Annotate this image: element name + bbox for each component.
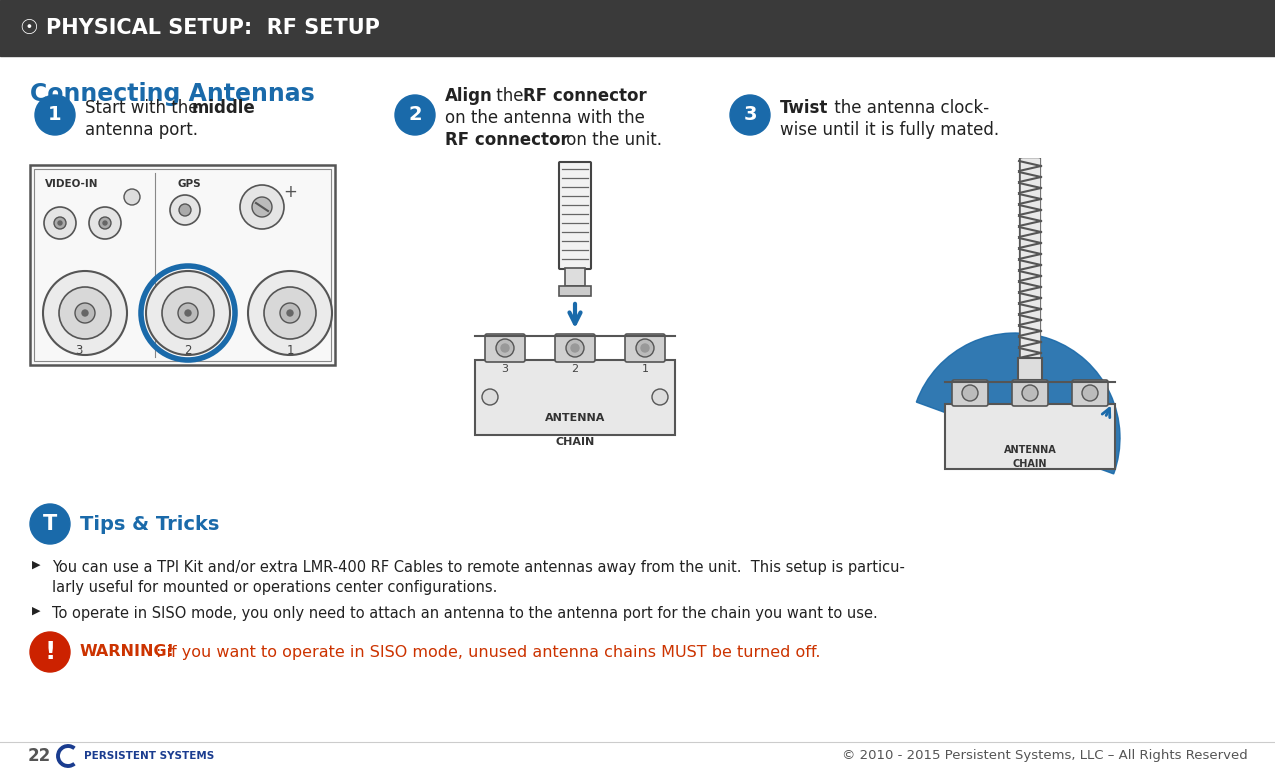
Circle shape <box>147 271 230 355</box>
Circle shape <box>185 310 191 316</box>
Text: : if you want to operate in SISO mode, unused antenna chains MUST be turned off.: : if you want to operate in SISO mode, u… <box>156 644 821 660</box>
Text: RF connector: RF connector <box>523 87 646 105</box>
Text: 22: 22 <box>28 747 51 765</box>
Bar <box>31 165 335 365</box>
Text: 3: 3 <box>743 105 757 125</box>
Circle shape <box>45 207 76 239</box>
Text: ANTENNA: ANTENNA <box>1003 445 1057 455</box>
Circle shape <box>59 287 111 339</box>
Text: Start with the: Start with the <box>85 99 204 117</box>
Circle shape <box>75 303 96 323</box>
Text: antenna port.: antenna port. <box>85 121 198 139</box>
Text: +: + <box>283 183 297 201</box>
Text: middle: middle <box>193 99 256 117</box>
FancyBboxPatch shape <box>484 334 525 362</box>
Text: To operate in SISO mode, you only need to attach an antenna to the antenna port : To operate in SISO mode, you only need t… <box>52 606 877 621</box>
Bar <box>34 169 332 361</box>
Circle shape <box>82 310 88 316</box>
Text: the antenna clock-: the antenna clock- <box>829 99 989 117</box>
Text: GPS: GPS <box>179 179 201 189</box>
Circle shape <box>43 271 128 355</box>
Circle shape <box>31 504 70 544</box>
Text: 3: 3 <box>75 344 83 357</box>
Text: ANTENNA: ANTENNA <box>544 413 606 423</box>
Text: CHAIN: CHAIN <box>556 437 594 447</box>
Bar <box>565 268 585 286</box>
Text: You can use a TPI Kit and/or extra LMR-400 RF Cables to remote antennas away fro: You can use a TPI Kit and/or extra LMR-4… <box>52 560 905 575</box>
Text: ▶: ▶ <box>32 560 41 570</box>
Circle shape <box>252 197 272 217</box>
Text: larly useful for mounted or operations center configurations.: larly useful for mounted or operations c… <box>52 580 497 595</box>
Text: ▶: ▶ <box>32 606 41 616</box>
Circle shape <box>482 389 499 405</box>
Circle shape <box>731 95 770 135</box>
Circle shape <box>54 217 66 229</box>
Text: Twist: Twist <box>780 99 829 117</box>
Circle shape <box>963 385 978 401</box>
FancyBboxPatch shape <box>952 380 988 406</box>
Text: the: the <box>491 87 529 105</box>
Circle shape <box>571 344 579 352</box>
Text: !: ! <box>45 640 56 664</box>
Text: wise until it is fully mated.: wise until it is fully mated. <box>780 121 1000 139</box>
Circle shape <box>99 217 111 229</box>
Circle shape <box>287 310 293 316</box>
Text: on the unit.: on the unit. <box>561 131 662 149</box>
Circle shape <box>395 95 435 135</box>
Circle shape <box>31 632 70 672</box>
Text: 2: 2 <box>185 344 191 357</box>
Circle shape <box>1023 385 1038 401</box>
Text: 1: 1 <box>641 364 649 374</box>
Text: VIDEO-IN: VIDEO-IN <box>45 179 98 189</box>
FancyBboxPatch shape <box>558 162 592 269</box>
Circle shape <box>1082 385 1098 401</box>
FancyBboxPatch shape <box>625 334 666 362</box>
Circle shape <box>566 339 584 357</box>
Text: RF connector: RF connector <box>445 131 569 149</box>
Circle shape <box>179 303 198 323</box>
Bar <box>945 404 1116 469</box>
Circle shape <box>652 389 668 405</box>
Text: 2: 2 <box>571 364 579 374</box>
Text: WARNING!: WARNING! <box>80 644 175 660</box>
Circle shape <box>240 185 284 229</box>
Circle shape <box>162 287 214 339</box>
Text: Align: Align <box>445 87 492 105</box>
Circle shape <box>103 221 107 225</box>
Text: CHAIN: CHAIN <box>1012 459 1047 469</box>
Circle shape <box>170 195 200 225</box>
Text: on the antenna with the: on the antenna with the <box>445 109 645 127</box>
Circle shape <box>496 339 514 357</box>
FancyBboxPatch shape <box>555 334 595 362</box>
Circle shape <box>249 271 332 355</box>
Circle shape <box>280 303 300 323</box>
Circle shape <box>264 287 316 339</box>
Bar <box>558 286 592 296</box>
Circle shape <box>636 339 654 357</box>
Text: 2: 2 <box>408 105 422 125</box>
Circle shape <box>124 189 140 205</box>
FancyBboxPatch shape <box>1072 380 1108 406</box>
Text: 1: 1 <box>48 105 61 125</box>
Circle shape <box>34 95 75 135</box>
Bar <box>476 360 674 435</box>
Text: 3: 3 <box>501 364 509 374</box>
Circle shape <box>179 204 191 216</box>
Text: PERSISTENT SYSTEMS: PERSISTENT SYSTEMS <box>84 751 214 761</box>
Text: 1: 1 <box>287 344 293 357</box>
Text: ☉ PHYSICAL SETUP:  RF SETUP: ☉ PHYSICAL SETUP: RF SETUP <box>20 18 380 38</box>
Circle shape <box>57 221 62 225</box>
Text: Tips & Tricks: Tips & Tricks <box>80 515 219 534</box>
Circle shape <box>89 207 121 239</box>
Circle shape <box>501 344 509 352</box>
Text: Connecting Antennas: Connecting Antennas <box>31 82 315 106</box>
Circle shape <box>641 344 649 352</box>
Bar <box>0 0 1275 56</box>
Text: © 2010 - 2015 Persistent Systems, LLC – All Rights Reserved: © 2010 - 2015 Persistent Systems, LLC – … <box>843 750 1248 763</box>
Wedge shape <box>917 333 1119 474</box>
Bar <box>1017 358 1042 380</box>
FancyBboxPatch shape <box>1012 380 1048 406</box>
Text: T: T <box>43 514 57 534</box>
